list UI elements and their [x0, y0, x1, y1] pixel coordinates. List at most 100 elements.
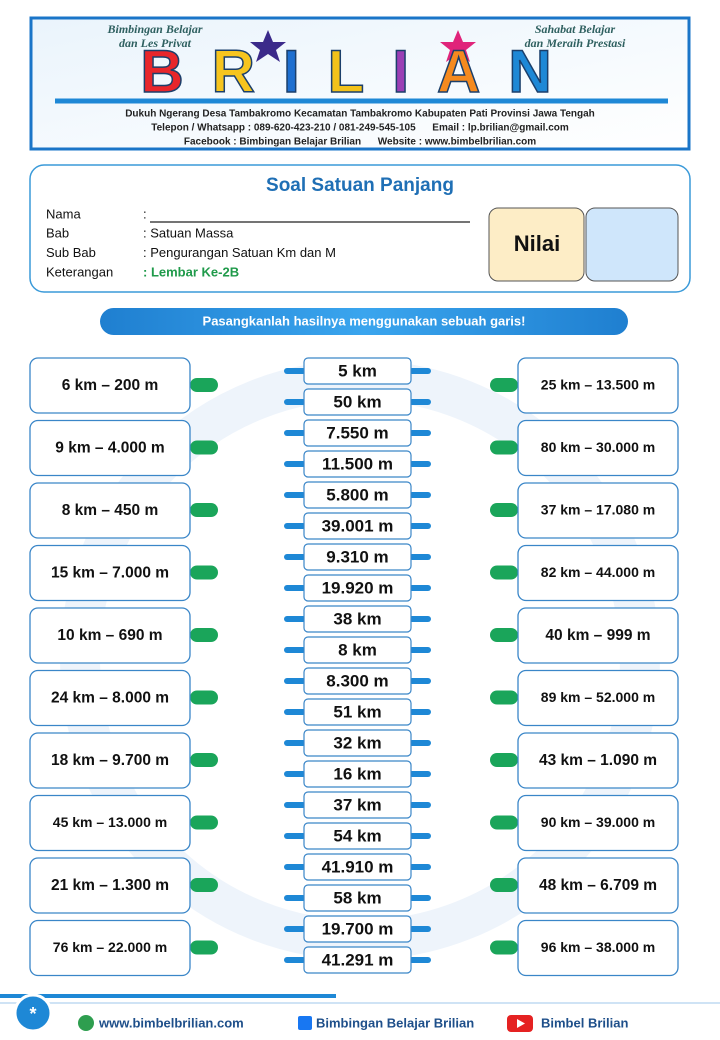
answer-box[interactable]	[303, 543, 412, 571]
left-item: 9 km – 4.000 m	[55, 440, 164, 457]
left-item: 8 km – 450 m	[62, 502, 159, 519]
connector-tab	[409, 864, 431, 870]
question-box[interactable]	[29, 544, 191, 602]
connector-tab	[409, 554, 431, 560]
answer-box[interactable]	[303, 729, 412, 757]
answer-box[interactable]	[303, 853, 412, 881]
question-box[interactable]	[517, 482, 679, 539]
connector-tab	[284, 399, 306, 405]
left-item: 18 km – 9.700 m	[51, 752, 169, 769]
question-box[interactable]	[517, 607, 679, 664]
right-item: 90 km – 39.000 m	[541, 814, 655, 830]
connector-tab	[284, 802, 306, 808]
answer-box[interactable]	[303, 388, 412, 416]
answer-box[interactable]	[303, 884, 412, 912]
right-item: 43 km – 1.090 m	[539, 752, 657, 769]
answer-box[interactable]	[303, 450, 412, 478]
field-label: Nama	[46, 206, 81, 221]
answer-item: 50 km	[333, 392, 381, 411]
answer-item: 54 km	[333, 826, 381, 845]
question-box[interactable]	[517, 544, 679, 602]
answer-box[interactable]	[303, 574, 412, 602]
answer-box[interactable]	[303, 946, 412, 974]
question-box[interactable]	[517, 857, 679, 914]
answer-item: 39.001 m	[322, 516, 394, 535]
left-item: 15 km – 7.000 m	[51, 565, 169, 582]
tagline: dan Les Privat	[119, 36, 192, 50]
left-item: 21 km – 1.300 m	[51, 877, 169, 894]
right-item: 89 km – 52.000 m	[541, 689, 655, 705]
footer-facebook[interactable]: Bimbingan Belajar Brilian	[316, 1015, 474, 1030]
social: Facebook : Bimbingan Belajar Brilian Web…	[184, 137, 536, 148]
field-label: Keterangan	[46, 264, 113, 279]
connector-tab	[409, 492, 431, 498]
question-box[interactable]	[29, 607, 191, 664]
tagline: Sahabat Belajar	[535, 22, 616, 36]
answer-box[interactable]	[303, 791, 412, 819]
worksheet-title: Soal Satuan Panjang	[266, 175, 454, 196]
question-box[interactable]	[517, 732, 679, 789]
question-box[interactable]	[29, 857, 191, 914]
connector-tab	[284, 864, 306, 870]
question-box[interactable]	[29, 419, 191, 477]
connector-tab	[409, 523, 431, 529]
left-item: 24 km – 8.000 m	[51, 690, 169, 707]
footer-youtube[interactable]: Bimbel Brilian	[541, 1015, 628, 1030]
question-box[interactable]	[29, 357, 191, 414]
fields: Nama: Bab: Satuan Massa Sub Bab: Pengurang…	[46, 206, 336, 279]
question-box[interactable]	[517, 794, 679, 852]
question-box[interactable]	[29, 482, 191, 539]
star-icon	[250, 30, 286, 62]
question-box[interactable]	[517, 669, 679, 727]
connector-tab	[284, 957, 306, 963]
star-icon	[440, 30, 476, 62]
question-box[interactable]	[517, 357, 679, 414]
answer-tab	[190, 378, 218, 392]
connector-tab	[284, 833, 306, 839]
question-box[interactable]	[29, 919, 191, 977]
connector-tab	[284, 926, 306, 932]
matching-items: 6 km – 200 m 9 km – 4.000 m 8 km – 450 m 15…	[29, 357, 679, 977]
answer-box[interactable]	[303, 605, 412, 633]
answer-tab	[490, 628, 518, 642]
question-box[interactable]	[29, 794, 191, 852]
answer-item: 5.800 m	[326, 485, 388, 504]
answer-box[interactable]	[303, 357, 412, 385]
question-box[interactable]	[29, 669, 191, 727]
answer-box[interactable]	[303, 667, 412, 695]
logo: BRILIAN	[140, 38, 579, 105]
banner	[29, 16, 691, 151]
connector-tab	[284, 740, 306, 746]
answer-box[interactable]	[303, 698, 412, 726]
answer-box[interactable]	[303, 481, 412, 509]
answer-tab	[190, 753, 218, 767]
answer-item: 32 km	[333, 733, 381, 752]
youtube-play	[517, 1019, 525, 1028]
answer-box[interactable]	[303, 760, 412, 788]
address: Dukuh Ngerang Desa Tambakromo Kecamatan …	[125, 109, 595, 120]
tagline: Bimbingan Belajar	[106, 22, 202, 36]
right-item: 80 km – 30.000 m	[541, 439, 655, 455]
question-box[interactable]	[517, 919, 679, 977]
answer-box[interactable]	[303, 636, 412, 664]
instruction: Pasangkanlah hasilnya menggunakan sebuah…	[203, 313, 526, 328]
right-item: 82 km – 44.000 m	[541, 564, 655, 580]
answer-box[interactable]	[303, 512, 412, 540]
question-box[interactable]	[517, 419, 679, 477]
connector-tab	[284, 585, 306, 591]
connector-tab	[409, 399, 431, 405]
left-item: 45 km – 13.000 m	[53, 814, 167, 830]
answer-box[interactable]	[303, 915, 412, 943]
footer-website[interactable]: www.bimbelbrilian.com	[98, 1015, 244, 1030]
right-item: 40 km – 999 m	[545, 627, 650, 644]
answer-box[interactable]	[303, 822, 412, 850]
right-item: 48 km – 6.709 m	[539, 877, 657, 894]
connector-tab	[284, 461, 306, 467]
score-box[interactable]	[585, 207, 679, 282]
right-item: 25 km – 13.500 m	[541, 377, 655, 393]
question-box[interactable]	[29, 732, 191, 789]
tagline: dan Meraih Prestasi	[525, 36, 626, 50]
answer-box[interactable]	[303, 419, 412, 447]
instruction-bar	[100, 308, 628, 335]
